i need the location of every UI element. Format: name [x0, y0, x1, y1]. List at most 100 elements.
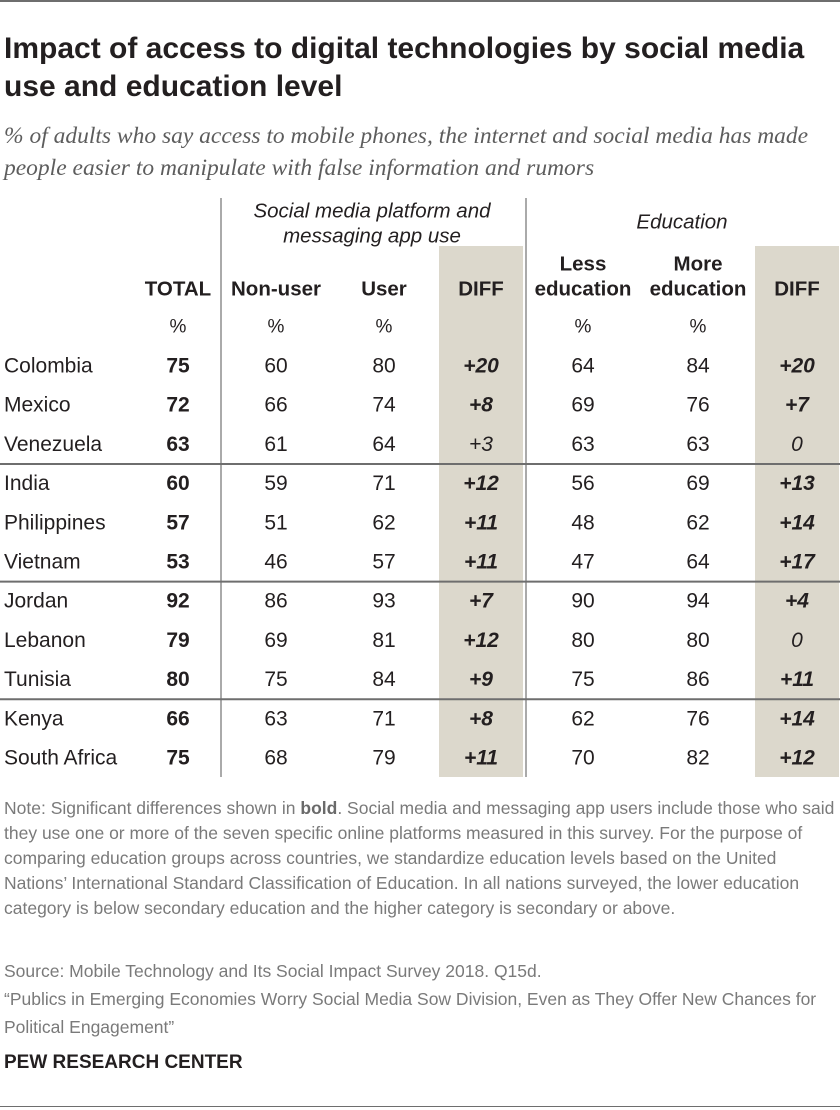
column-header-more_ed-line-1: education [650, 278, 747, 301]
cell-nonuser: 59 [264, 472, 287, 495]
column-header-nonuser: Non-user [231, 278, 321, 301]
cell-diff_ed: +12 [779, 747, 815, 770]
cell-more_ed: 84 [686, 355, 710, 378]
cell-diff_social: +20 [463, 355, 499, 378]
cell-user: 74 [372, 394, 396, 417]
row-label-philippines: Philippines [4, 511, 106, 534]
cell-nonuser: 69 [264, 629, 287, 652]
cell-total: 92 [166, 590, 189, 613]
cell-nonuser: 61 [264, 433, 287, 456]
cell-nonuser: 63 [264, 707, 287, 730]
cell-more_ed: 76 [686, 394, 709, 417]
column-header-total: TOTAL [145, 278, 211, 301]
cell-nonuser: 68 [264, 747, 287, 770]
cell-less_ed: 62 [571, 707, 594, 730]
cell-diff_ed: +7 [785, 394, 810, 417]
unit-label-more_ed: % [690, 317, 707, 338]
cell-nonuser: 46 [264, 551, 287, 574]
row-label-kenya: Kenya [4, 707, 64, 730]
group-header-social-line-0: Social media platform and [253, 200, 491, 223]
pew-logo-text: PEW RESEARCH CENTER [4, 1052, 243, 1073]
cell-diff_ed: +11 [780, 668, 814, 691]
cell-diff_ed: +14 [779, 707, 815, 730]
column-header-diff_social: DIFF [458, 278, 504, 301]
diff-band-education [755, 246, 839, 777]
cell-less_ed: 56 [571, 472, 594, 495]
cell-less_ed: 63 [571, 433, 594, 456]
cell-diff_ed: +17 [779, 551, 816, 574]
column-header-less_ed-line-1: education [535, 278, 632, 301]
row-label-colombia: Colombia [4, 355, 93, 378]
row-label-jordan: Jordan [4, 590, 68, 613]
cell-less_ed: 47 [571, 551, 594, 574]
row-label-india: India [4, 472, 50, 495]
note-text: Note: Significant differences shown in b… [4, 796, 836, 921]
cell-less_ed: 80 [571, 629, 594, 652]
cell-diff_social: +7 [469, 590, 494, 613]
cell-total: 80 [166, 668, 189, 691]
cell-user: 71 [372, 707, 395, 730]
unit-label-user: % [376, 317, 393, 338]
cell-more_ed: 80 [686, 629, 709, 652]
cell-total: 53 [166, 551, 189, 574]
note-bold-word: bold [300, 798, 338, 818]
cell-diff_ed: +4 [785, 590, 809, 613]
cell-more_ed: 63 [686, 433, 709, 456]
cell-more_ed: 82 [686, 747, 709, 770]
cell-nonuser: 86 [264, 590, 287, 613]
unit-label-less_ed: % [575, 317, 592, 338]
cell-diff_social: +12 [463, 629, 499, 652]
cell-diff_ed: +20 [779, 355, 815, 378]
cell-more_ed: 76 [686, 707, 709, 730]
row-label-south-africa: South Africa [4, 747, 118, 770]
cell-total: 72 [166, 394, 189, 417]
cell-less_ed: 70 [571, 747, 594, 770]
cell-less_ed: 69 [571, 394, 594, 417]
row-label-tunisia: Tunisia [4, 668, 71, 691]
cell-total: 79 [166, 629, 189, 652]
cell-diff_ed: 0 [791, 629, 803, 652]
cell-diff_ed: +14 [779, 511, 815, 534]
cell-total: 63 [166, 433, 189, 456]
cell-more_ed: 62 [686, 511, 709, 534]
column-header-less_ed-line-0: Less [560, 253, 607, 276]
unit-label-total: % [170, 317, 187, 338]
cell-less_ed: 75 [571, 668, 594, 691]
cell-user: 64 [372, 433, 396, 456]
cell-user: 84 [372, 668, 396, 691]
chart-title: Impact of access to digital technologies… [4, 32, 805, 103]
group-header-social-line-1: messaging app use [283, 225, 461, 248]
column-header-diff_ed: DIFF [774, 278, 820, 301]
row-label-lebanon: Lebanon [4, 629, 86, 652]
report-title: “Publics in Emerging Economies Worry Soc… [4, 989, 817, 1037]
cell-more_ed: 94 [686, 590, 710, 613]
bottom-rule [0, 1106, 840, 1107]
cell-user: 62 [372, 511, 395, 534]
cell-more_ed: 69 [686, 472, 709, 495]
cell-nonuser: 60 [264, 355, 287, 378]
column-header-more_ed-line-0: More [674, 253, 723, 276]
cell-user: 81 [372, 629, 395, 652]
row-label-venezuela: Venezuela [4, 433, 102, 456]
unit-label-nonuser: % [268, 317, 285, 338]
cell-user: 71 [372, 472, 395, 495]
chart-subtitle: % of adults who say access to mobile pho… [4, 123, 809, 181]
group-header-education-line-0: Education [636, 211, 727, 234]
cell-nonuser: 66 [264, 394, 287, 417]
cell-nonuser: 75 [264, 668, 287, 691]
cell-less_ed: 48 [571, 511, 594, 534]
cell-diff_social: +9 [469, 668, 493, 691]
cell-nonuser: 51 [264, 511, 287, 534]
note-prefix: Note: Significant differences shown in [4, 798, 301, 818]
column-header-user: User [361, 278, 407, 301]
diff-band-social [439, 246, 523, 777]
row-label-mexico: Mexico [4, 394, 71, 417]
cell-less_ed: 64 [571, 355, 595, 378]
cell-user: 80 [372, 355, 395, 378]
cell-diff_ed: +13 [779, 472, 815, 495]
cell-total: 66 [166, 707, 189, 730]
cell-diff_social: +3 [469, 433, 493, 456]
cell-total: 75 [166, 747, 190, 770]
cell-diff_social: +11 [464, 747, 498, 770]
